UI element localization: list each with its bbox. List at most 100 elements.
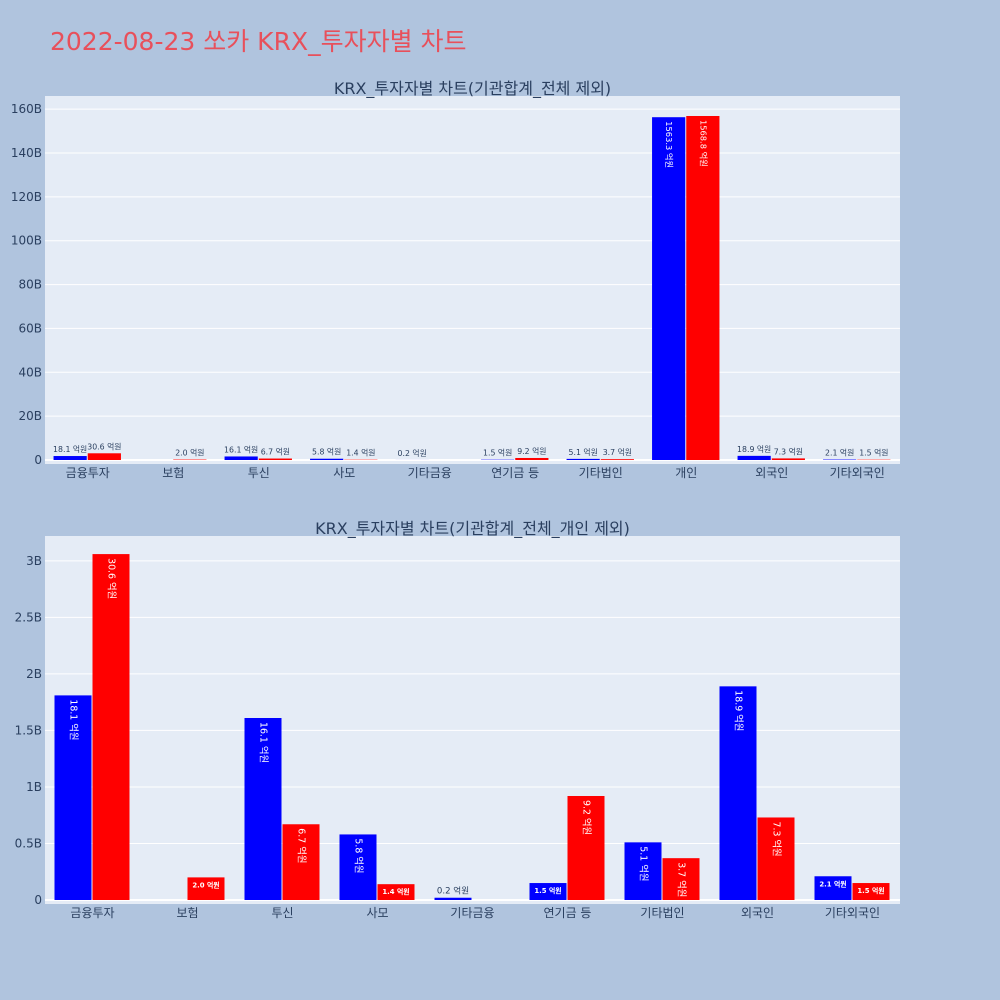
bar-투신-0	[224, 456, 258, 460]
y-tick-label: 2.5B	[15, 610, 42, 624]
x-tick-label: 기타법인	[579, 466, 623, 480]
y-tick-label: 40B	[18, 365, 42, 379]
bar-금융투자-0	[54, 695, 92, 900]
bar-연기금-등-1	[567, 796, 605, 900]
x-tick-label: 기타외국인	[825, 906, 880, 920]
bar-외국인-0	[737, 455, 771, 460]
x-tick-label: 개인	[675, 466, 697, 480]
data-label: 3.7 억원	[603, 447, 632, 457]
data-label: 0.2 억원	[437, 885, 469, 897]
data-label: 7.3 억원	[771, 822, 783, 857]
bar-금융투자-1	[92, 554, 130, 900]
plot-area	[45, 96, 900, 464]
x-tick-label: 사모	[333, 466, 355, 480]
y-tick-label: 0	[34, 453, 42, 467]
bar-기타법인-1	[662, 858, 700, 900]
data-label: 2.1 억원	[819, 879, 846, 888]
data-label: 18.1 억원	[53, 444, 87, 454]
data-label: 1563.3 억원	[664, 121, 674, 168]
data-label: 18.9 억원	[732, 690, 744, 731]
x-tick-label: 보험	[162, 466, 184, 480]
data-label: 16.1 억원	[224, 444, 258, 454]
bar-외국인-1	[757, 817, 795, 900]
bar-기타금융-0	[434, 897, 472, 900]
bar-기타외국인-1	[852, 883, 890, 900]
data-label: 1.4 억원	[382, 887, 409, 896]
y-tick-label: 160B	[11, 102, 42, 116]
chart-top: 0 20B 40B 60B 80B 100B 120B 140B 160B KRX_투자자별 차트…	[11, 79, 900, 480]
y-tick-label: 120B	[11, 190, 42, 204]
chart-bottom: 0 0.5B 1B 1.5B 2B 2.5B 3B KRX_투자자별 차트(기관합계_전체_개…	[15, 519, 900, 920]
bar-투신-0	[244, 718, 282, 900]
bar-사모-0	[310, 458, 344, 460]
bar-연기금-등-0	[529, 883, 567, 900]
y-tick-label: 2B	[26, 667, 42, 681]
data-label: 7.3 억원	[774, 446, 803, 456]
x-tick-label: 사모	[366, 906, 388, 920]
y-tick-label: 140B	[11, 146, 42, 160]
x-tick-label: 기타법인	[640, 906, 684, 920]
x-tick-label: 기타금융	[408, 466, 452, 480]
data-label: 9.2 억원	[581, 800, 593, 835]
bar-기타법인-0	[624, 842, 662, 900]
page-title: 2022-08-23 쏘카 KRX_투자자별 차트	[50, 27, 467, 56]
data-label: 1.5 억원	[859, 448, 888, 458]
y-tick-label: 1B	[26, 780, 42, 794]
x-tick-label: 외국인	[755, 466, 788, 480]
bar-기타외국인-0	[814, 876, 852, 900]
data-label: 1.5 억원	[857, 886, 884, 895]
data-label: 18.1 억원	[68, 699, 80, 740]
bar-개인-0	[652, 117, 686, 460]
data-label: 30.6 억원	[87, 441, 121, 451]
y-tick-label: 60B	[18, 321, 42, 335]
x-tick-label: 기타외국인	[830, 466, 885, 480]
data-label: 5.1 억원	[637, 846, 649, 881]
x-tick-label: 연기금 등	[544, 906, 592, 920]
data-label: 18.9 억원	[737, 444, 771, 454]
data-label: 3.7 억원	[676, 862, 688, 897]
data-label: 5.1 억원	[569, 447, 598, 457]
bar-사모-0	[339, 834, 377, 900]
y-tick-label: 1.5B	[15, 723, 42, 737]
y-tick-label: 80B	[18, 278, 42, 292]
data-label: 30.6 억원	[106, 558, 118, 599]
bar-사모-1	[377, 884, 415, 900]
bar-개인-1	[686, 115, 720, 460]
data-label: 2.1 억원	[825, 448, 854, 458]
y-tick-label: 20B	[18, 409, 42, 423]
data-label: 16.1 억원	[258, 722, 270, 763]
bar-투신-1	[282, 824, 320, 900]
y-tick-label: 0.5B	[15, 836, 42, 850]
y-tick-label: 0	[34, 893, 42, 907]
bar-투신-1	[258, 458, 292, 460]
bar-금융투자-0	[53, 456, 87, 460]
data-label: 0.2 억원	[398, 448, 427, 458]
data-label: 5.8 억원	[312, 447, 341, 457]
y-tick-label: 100B	[11, 234, 42, 248]
x-tick-label: 외국인	[741, 906, 774, 920]
data-label: 1568.8 억원	[698, 120, 708, 167]
data-label: 1.5 억원	[483, 448, 512, 458]
chart-title: KRX_투자자별 차트(기관합계_전체_개인 제외)	[315, 519, 630, 539]
bar-외국인-1	[771, 458, 805, 460]
x-tick-label: 연기금 등	[491, 466, 539, 480]
data-label: 5.8 억원	[352, 838, 364, 873]
x-tick-label: 보험	[176, 906, 198, 920]
x-tick-label: 투신	[248, 466, 270, 480]
data-label: 9.2 억원	[517, 446, 546, 456]
bar-금융투자-1	[87, 453, 121, 460]
bar-연기금-등-1	[515, 457, 549, 460]
x-tick-label: 투신	[271, 906, 293, 920]
x-tick-label: 금융투자	[70, 906, 114, 920]
data-label: 2.0 억원	[175, 448, 204, 458]
data-label: 1.4 억원	[346, 448, 375, 458]
data-label: 6.7 억원	[261, 447, 290, 457]
bar-외국인-0	[719, 686, 757, 900]
data-label: 2.0 억원	[192, 880, 219, 889]
data-label: 6.7 억원	[296, 828, 308, 863]
x-tick-label: 기타금융	[450, 906, 494, 920]
y-tick-label: 3B	[26, 554, 42, 568]
bar-기타법인-0	[566, 458, 600, 460]
